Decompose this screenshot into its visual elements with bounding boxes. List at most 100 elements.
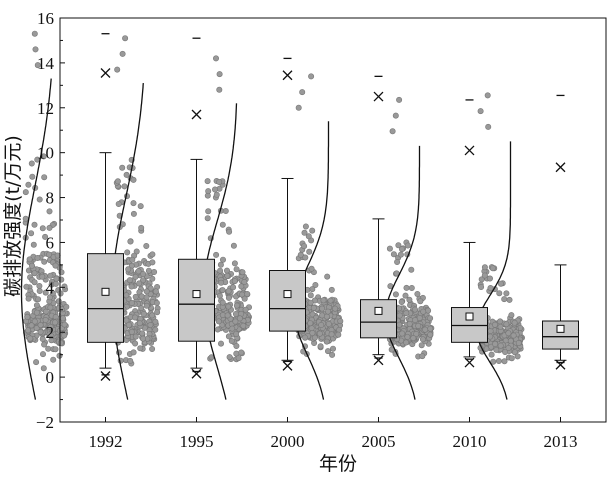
data-point [302,223,309,230]
data-point [35,296,42,303]
box-2005 [360,75,397,366]
box-2010 [451,99,488,368]
data-point [128,299,135,306]
data-point [147,322,154,329]
data-point [396,96,403,103]
data-point [406,296,413,303]
iqr-box [178,258,215,342]
normal-curve-2000 [202,103,238,400]
data-point [216,179,223,186]
mean-marker [101,287,110,296]
data-point [410,335,417,342]
data-point [219,287,226,294]
data-point [302,254,309,261]
data-point [205,188,212,195]
data-point [328,286,335,293]
data-point [136,320,143,327]
data-point [308,73,315,80]
data-point [132,333,139,340]
data-point [33,302,40,309]
data-point [219,299,226,306]
data-point [36,282,43,289]
data-point [31,318,38,325]
data-point [319,305,326,312]
data-point [130,349,137,356]
data-point [140,277,147,284]
data-point [236,315,243,322]
data-points-2013 [477,92,525,365]
data-point [61,321,68,328]
y-tick-label: 6 [46,233,55,252]
data-point [28,262,35,269]
data-point [143,243,150,250]
data-point [204,215,211,222]
data-point [484,92,491,99]
x-tick-label: 2000 [271,432,305,451]
data-point [138,293,145,300]
mean-marker [556,324,565,333]
data-point [501,296,508,303]
data-point [487,333,494,340]
data-point [396,321,403,328]
data-point [404,242,411,249]
data-point [233,266,240,273]
data-point [139,330,146,337]
data-point [231,260,238,267]
data-point [230,284,237,291]
data-point [411,306,418,313]
data-point [233,330,240,337]
data-point [226,354,233,361]
data-point [143,288,150,295]
iqr-box [360,299,397,339]
data-point [136,280,143,287]
data-point [154,309,161,316]
x-tick-label: 2005 [362,432,396,451]
mean-marker [283,290,292,299]
data-point [488,351,495,358]
data-point [24,313,31,320]
y-tick-label: 2 [46,323,55,342]
data-point [481,272,488,279]
data-point [119,50,126,57]
data-point [395,242,402,249]
data-point [503,290,510,297]
data-point [299,89,306,96]
data-point [205,208,212,215]
data-point [151,268,158,275]
data-point [36,287,43,294]
data-point [34,255,41,262]
data-point [41,174,48,181]
data-point [39,273,46,280]
data-point [143,294,150,301]
data-point [336,326,343,333]
data-point [327,297,334,304]
box-2000 [269,57,306,371]
data-point [218,340,225,347]
data-point [508,355,515,362]
data-point [324,308,331,315]
data-point [309,286,316,293]
data-point [135,268,142,275]
min-marker [555,359,566,370]
data-point [230,242,237,249]
x-tick-label: 2010 [453,432,487,451]
data-point [25,181,32,188]
data-point [233,302,240,309]
max-marker [100,68,111,78]
normal-curve-2010 [384,145,421,400]
y-tick-label: 12 [37,99,54,118]
data-point [225,303,232,310]
data-point [239,291,246,298]
data-point [420,308,427,315]
data-point [124,249,131,256]
data-point [149,312,156,319]
iqr-box [87,253,124,343]
x-tick-label: 1995 [180,432,214,451]
data-point [115,201,122,208]
data-point [41,258,48,265]
data-point [147,285,154,292]
data-point [308,265,315,272]
data-point [31,221,38,228]
data-point [213,251,220,258]
